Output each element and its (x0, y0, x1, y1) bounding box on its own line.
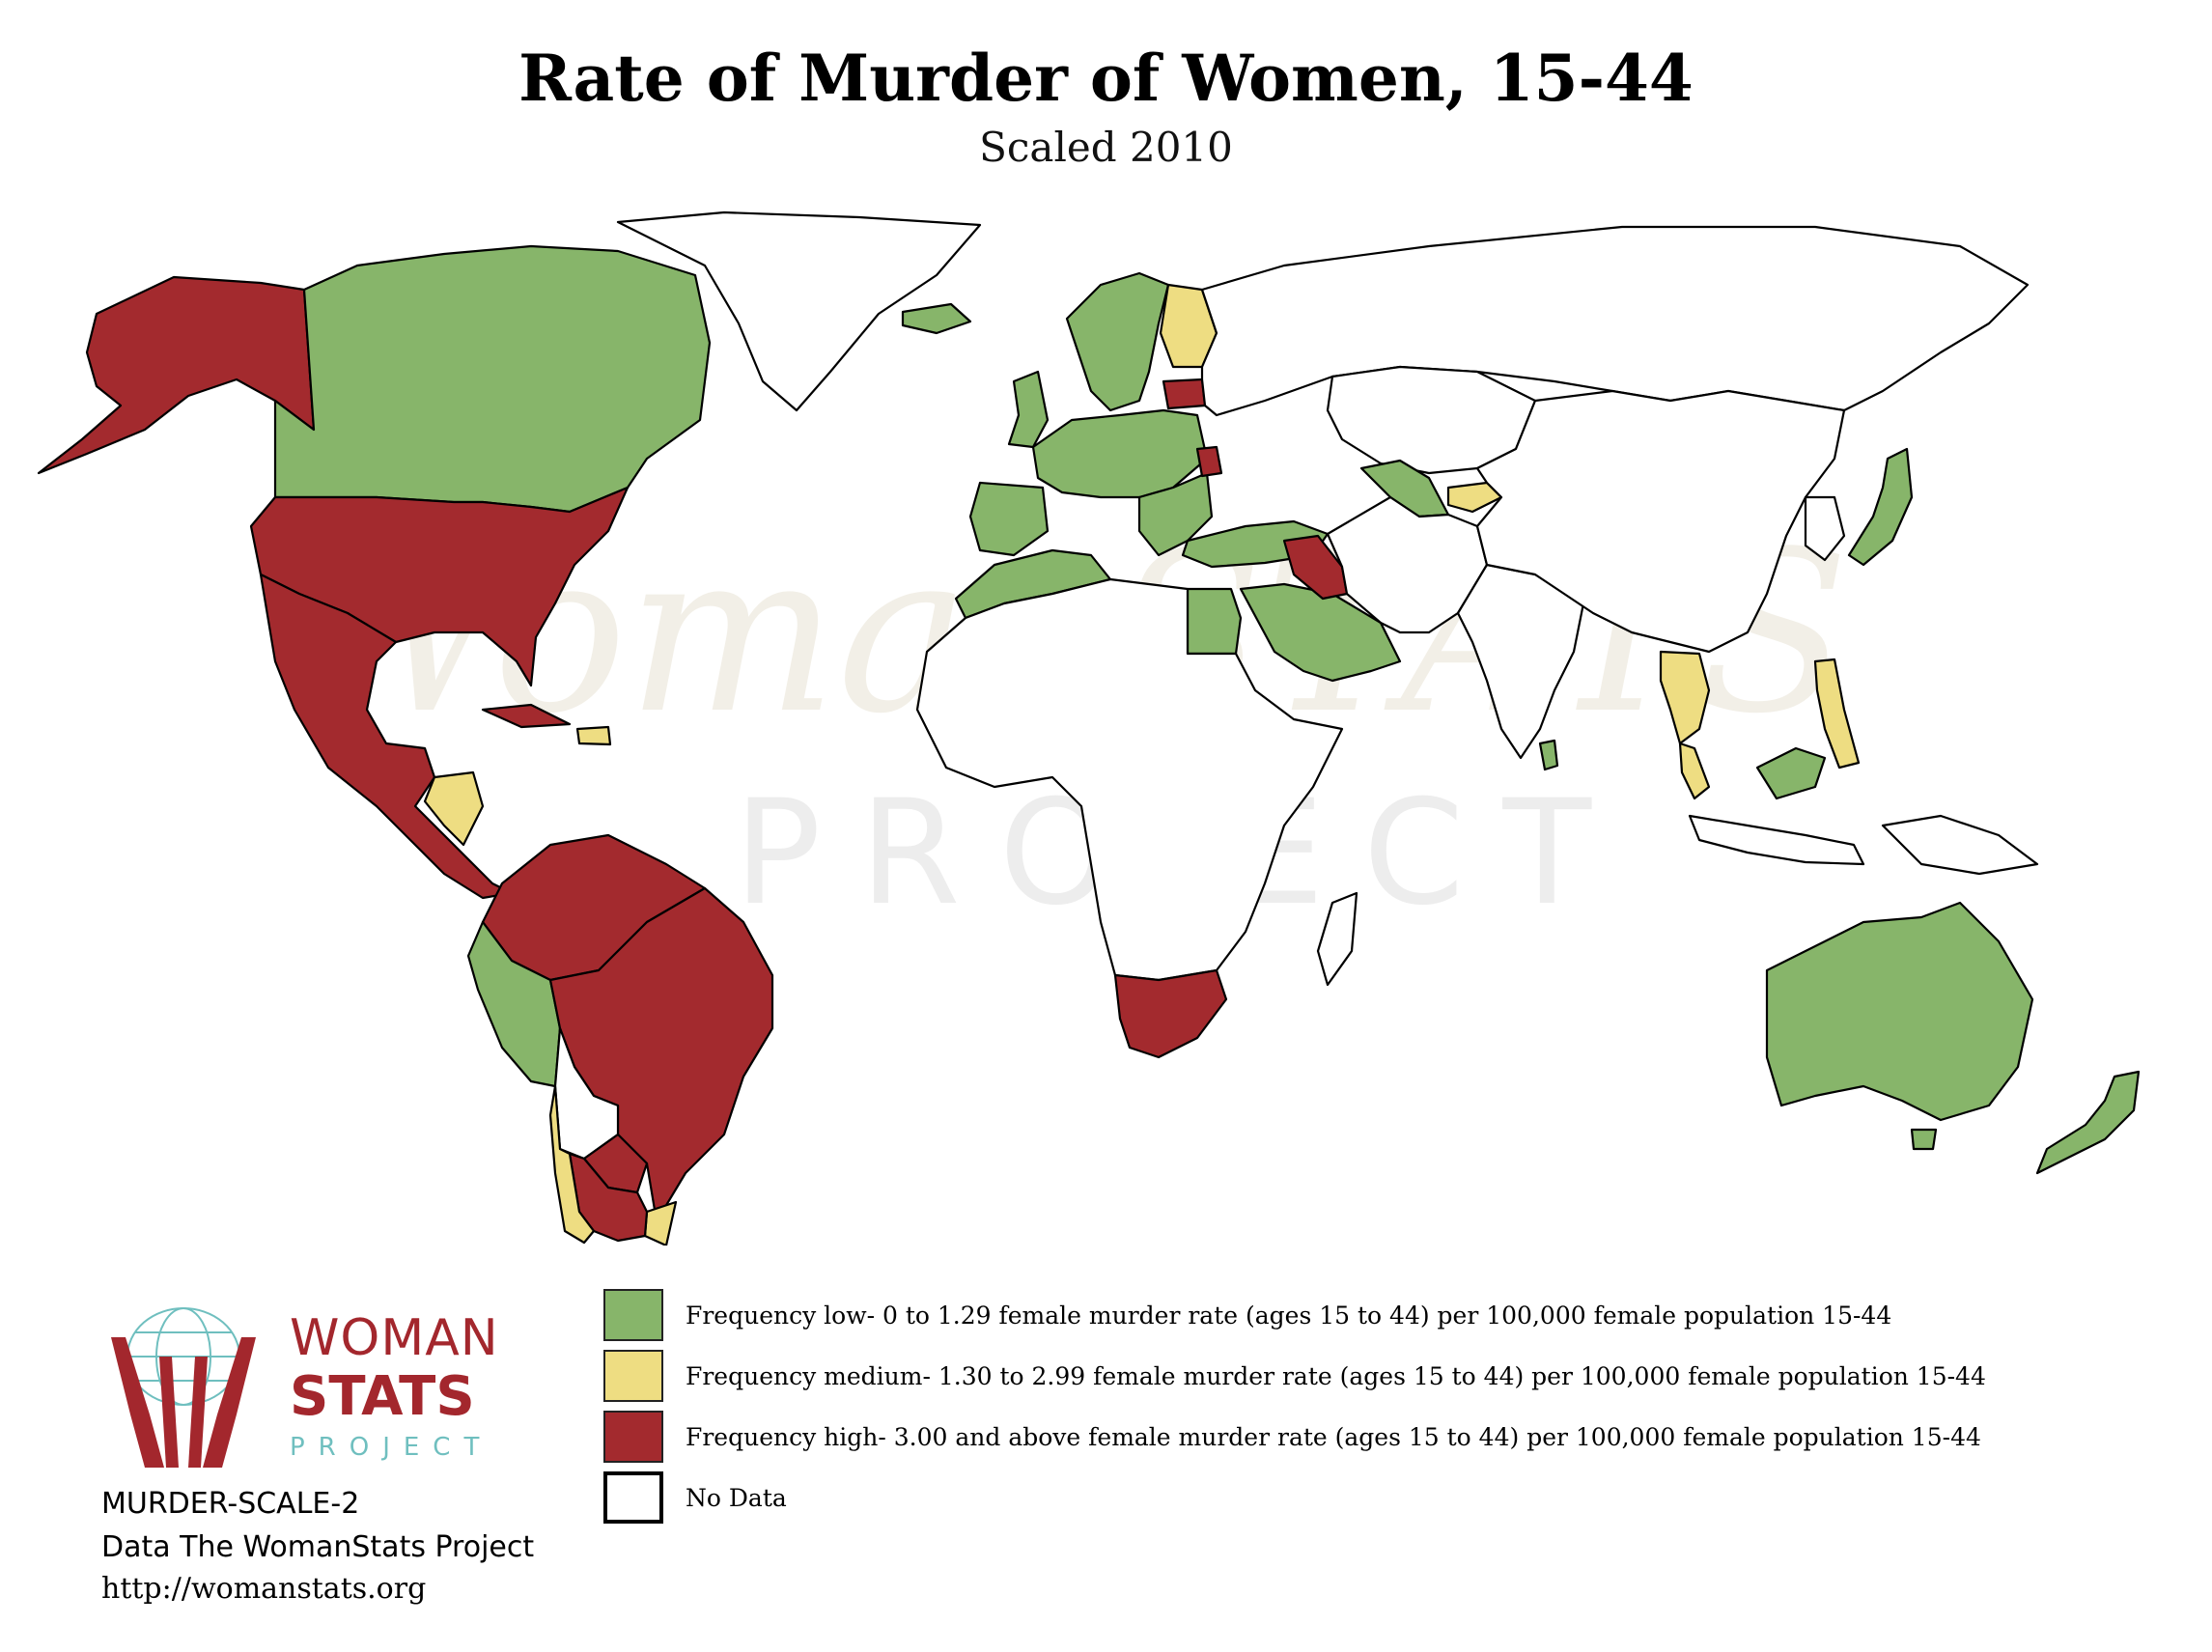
region-scandinavia (1065, 271, 1170, 412)
region-honduras-nicaragua (423, 770, 485, 847)
region-peru (466, 920, 562, 1088)
legend-swatch-medium (603, 1350, 663, 1402)
region-thailand (1659, 650, 1711, 745)
region-cuba (481, 703, 572, 729)
region-kyrgyzstan (1446, 481, 1503, 514)
region-uruguay (643, 1200, 678, 1246)
region-new-zealand (2035, 1070, 2141, 1175)
region-tasmania (1910, 1128, 1938, 1151)
legend-item-nodata: No Data (603, 1471, 2187, 1527)
region-hispaniola (575, 725, 612, 746)
legend-label-high: Frequency high- 3.00 and above female mu… (686, 1423, 1981, 1451)
region-madagascar (1316, 891, 1358, 987)
legend-swatch-high (603, 1411, 663, 1463)
region-chile (548, 1084, 596, 1245)
region-africa-interior (915, 577, 1344, 982)
region-uk (1007, 370, 1050, 449)
region-western-europe (1031, 408, 1209, 499)
logo-word-stats: STATS (290, 1365, 475, 1428)
world-map: WomanSTATS PROJECT (37, 210, 2141, 1246)
legend-item-high: Frequency high- 3.00 and above female mu… (603, 1411, 2187, 1467)
legend-label-medium: Frequency medium- 1.30 to 2.99 female mu… (686, 1362, 1986, 1390)
womanstats-logo: WOMAN STATS PROJECT (111, 1307, 499, 1468)
region-saudi-arabia (1239, 582, 1402, 683)
region-south-africa (1113, 968, 1228, 1059)
legend-swatch-nodata (603, 1471, 663, 1524)
source-url[interactable]: http://womanstats.org (101, 1572, 427, 1606)
region-sri-lanka (1538, 739, 1559, 771)
region-balkans-east-europe (1137, 471, 1214, 557)
logo-word-woman: WOMAN (290, 1309, 499, 1367)
region-china-mongolia (1475, 389, 1846, 654)
legend-item-low: Frequency low- 0 to 1.29 female murder r… (603, 1289, 2187, 1345)
map-code: MURDER-SCALE-2 (101, 1487, 360, 1521)
region-iceland (901, 302, 972, 335)
page-subtitle: Scaled 2010 (979, 124, 1233, 171)
region-papua (1881, 814, 2039, 876)
globe-icon (126, 1307, 240, 1406)
region-canada (273, 244, 712, 514)
region-alaska (37, 275, 316, 475)
region-australia (1765, 901, 2034, 1122)
region-korea (1804, 495, 1846, 562)
region-japan (1847, 447, 1914, 567)
region-mexico-central-america (259, 573, 514, 900)
raised-hands-icon (111, 1337, 256, 1468)
region-russia (1200, 225, 2030, 417)
region-moldova (1195, 445, 1223, 478)
region-greenland (616, 210, 982, 412)
region-iberia (968, 481, 1050, 557)
legend-item-medium: Frequency medium- 1.30 to 2.99 female mu… (603, 1350, 2187, 1406)
region-malaysia-peninsula (1678, 742, 1711, 800)
legend-label-nodata: No Data (686, 1484, 787, 1512)
region-borneo (1755, 746, 1827, 800)
region-egypt (1186, 587, 1243, 656)
legend-swatch-low (603, 1289, 663, 1341)
data-source: Data The WomanStats Project (101, 1530, 535, 1564)
region-baltics (1162, 378, 1207, 410)
region-indonesia (1688, 814, 1865, 866)
legend-label-low: Frequency low- 0 to 1.29 female murder r… (686, 1302, 1892, 1330)
page-title: Rate of Murder of Women, 15-44 (518, 41, 1694, 116)
logo-word-project: PROJECT (290, 1433, 492, 1462)
region-philippines (1813, 658, 1861, 770)
